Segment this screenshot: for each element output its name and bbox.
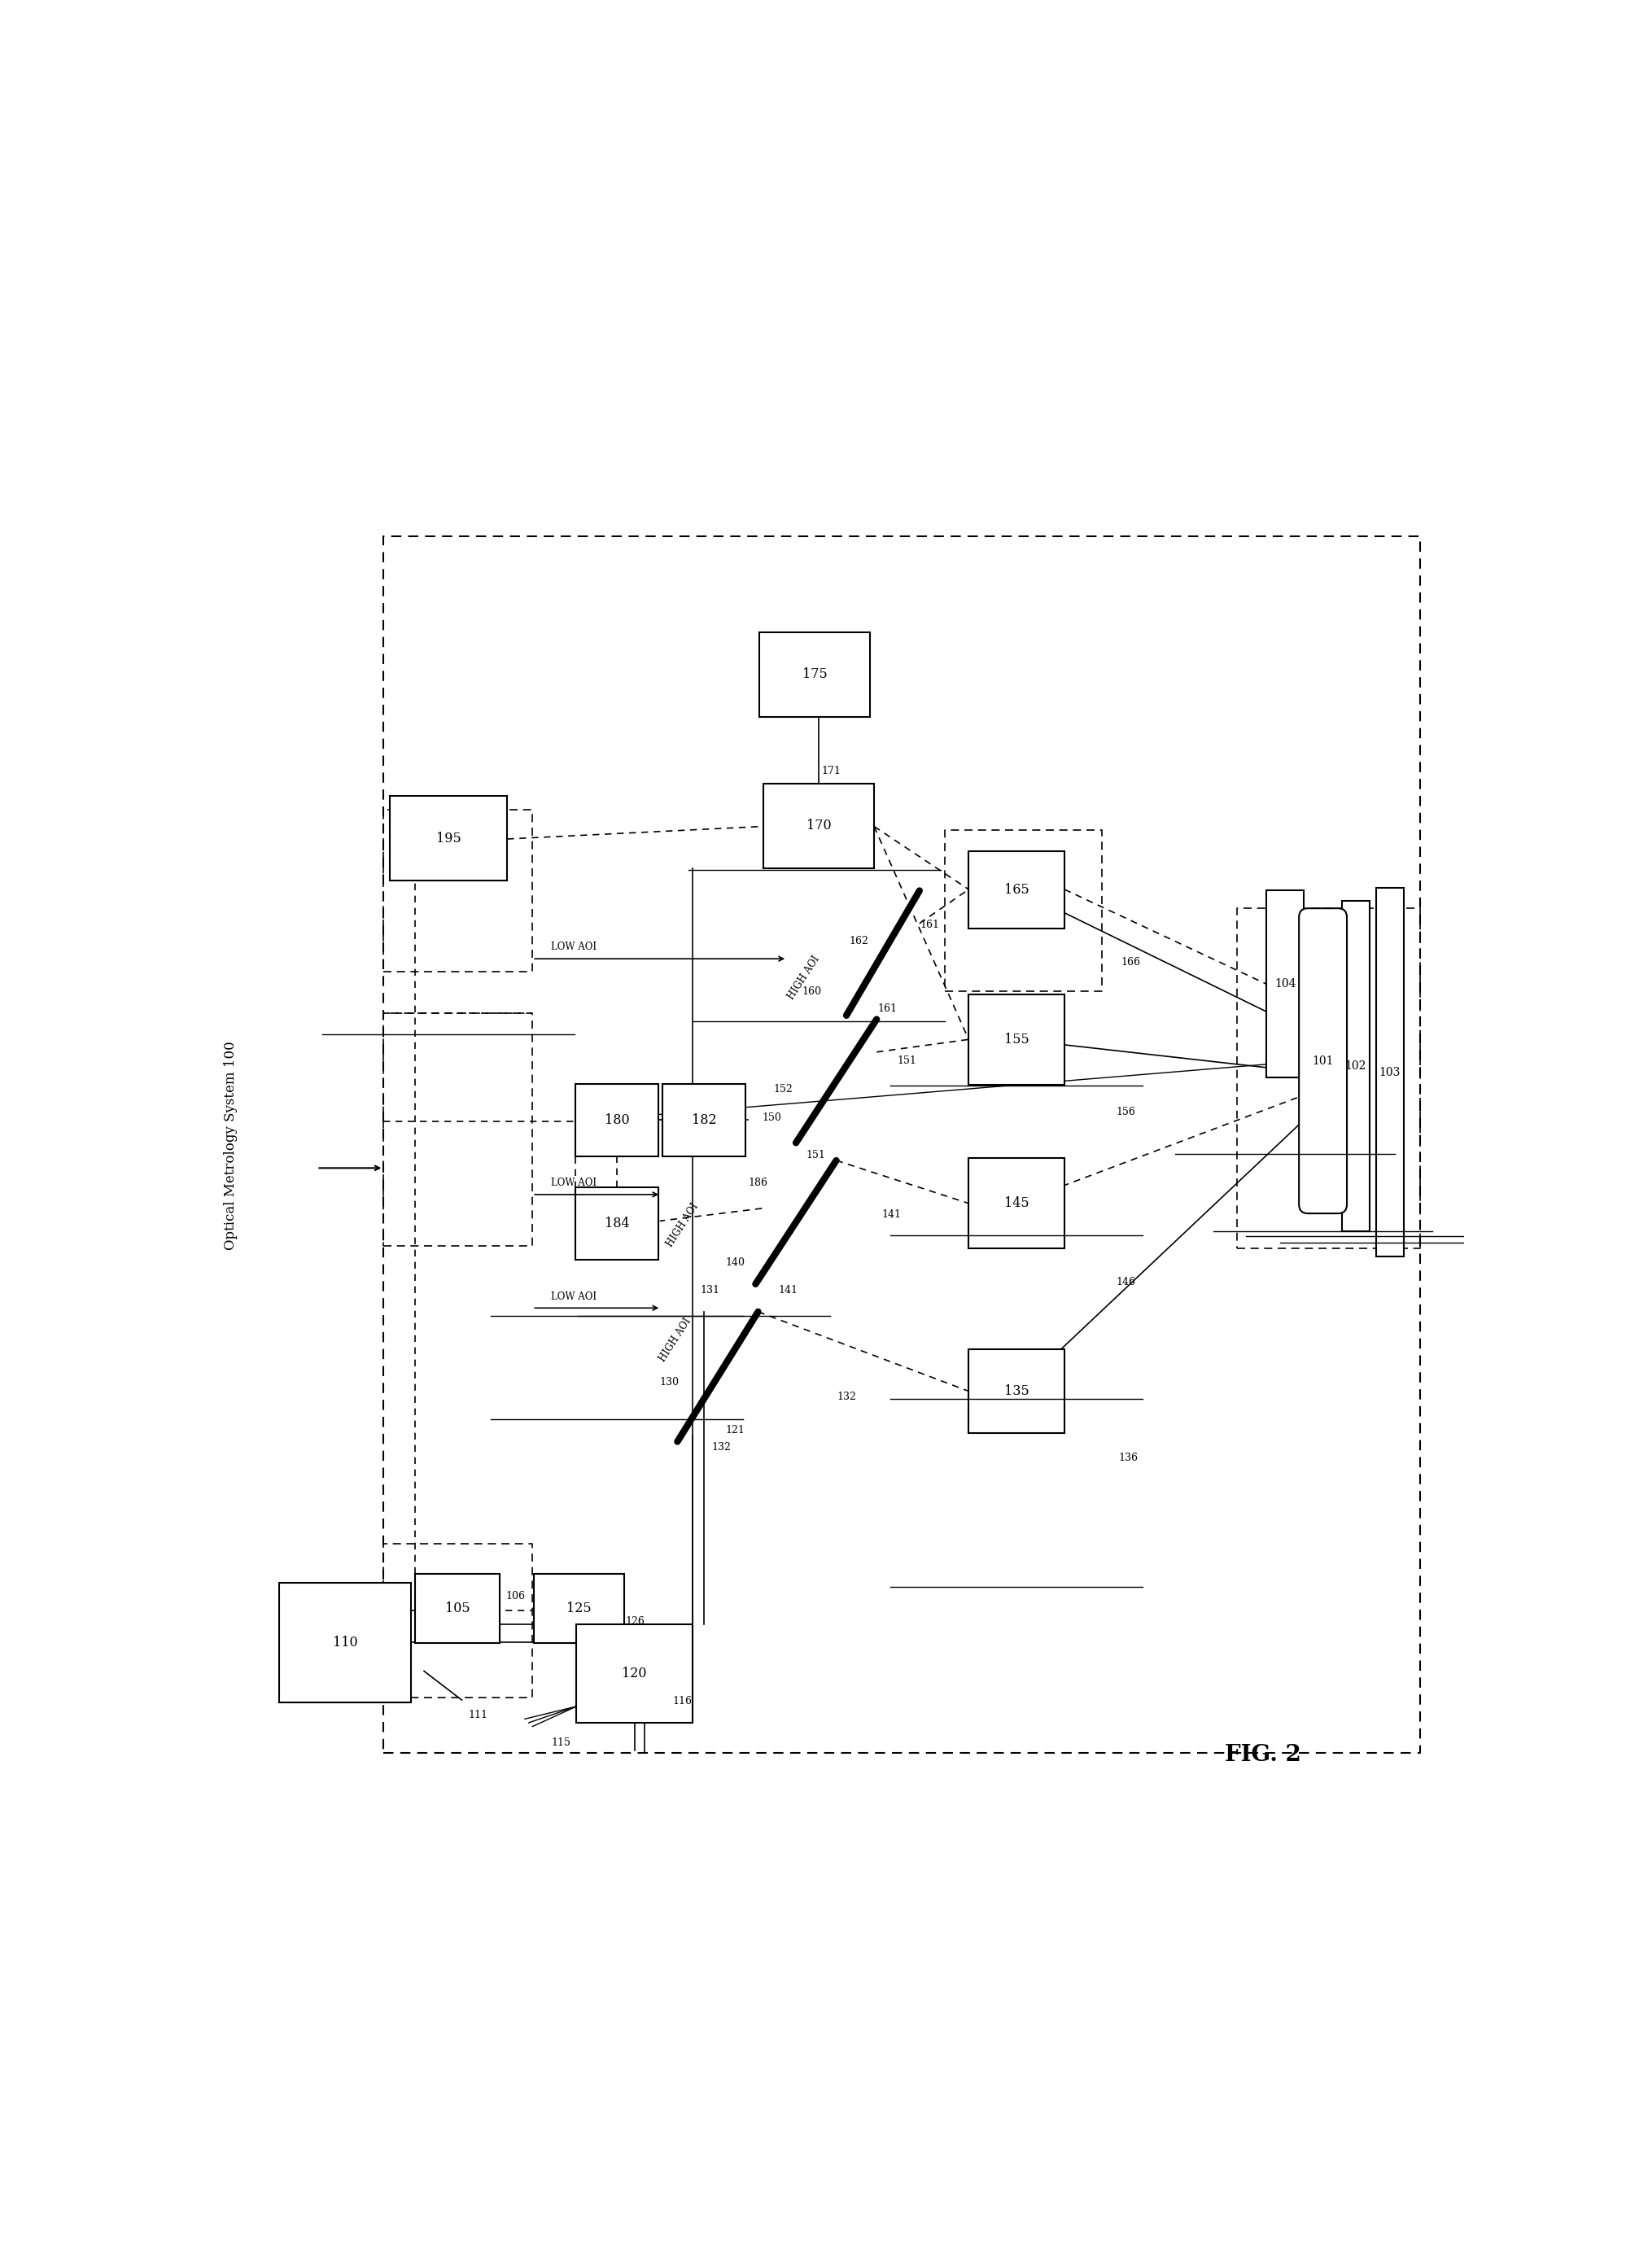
- Text: HIGH AOI: HIGH AOI: [657, 1315, 693, 1363]
- FancyBboxPatch shape: [1298, 907, 1346, 1213]
- Text: 104: 104: [1273, 978, 1296, 989]
- Text: 180: 180: [605, 1114, 629, 1127]
- Text: FIG. 2: FIG. 2: [1224, 1744, 1301, 1765]
- Text: 106: 106: [506, 1592, 525, 1601]
- Bar: [759, 633, 870, 717]
- Text: 166: 166: [1120, 957, 1140, 968]
- Text: LOW AOI: LOW AOI: [551, 1290, 597, 1302]
- Text: 131: 131: [699, 1284, 719, 1295]
- Text: 186: 186: [748, 1177, 767, 1188]
- Text: 160: 160: [802, 987, 821, 996]
- Text: 103: 103: [1379, 1066, 1400, 1077]
- Text: 161: 161: [878, 1005, 898, 1014]
- Text: 120: 120: [621, 1667, 647, 1681]
- Text: 136: 136: [1119, 1452, 1138, 1463]
- Bar: [1376, 889, 1403, 1256]
- Bar: [576, 1624, 693, 1724]
- Bar: [967, 1159, 1063, 1250]
- Text: 132: 132: [711, 1442, 730, 1454]
- Bar: [415, 1574, 499, 1644]
- Text: 132: 132: [836, 1393, 855, 1402]
- Text: 140: 140: [725, 1256, 745, 1268]
- Text: 125: 125: [566, 1601, 592, 1615]
- Bar: [576, 1186, 659, 1261]
- Bar: [1341, 900, 1369, 1232]
- Bar: [662, 1084, 745, 1157]
- Text: 162: 162: [849, 937, 868, 946]
- Text: 145: 145: [1003, 1198, 1029, 1211]
- Text: LOW AOI: LOW AOI: [551, 1177, 597, 1188]
- Text: 146: 146: [1115, 1277, 1135, 1288]
- Bar: [390, 796, 507, 880]
- Bar: [763, 782, 873, 869]
- Text: 101: 101: [1312, 1055, 1333, 1066]
- Bar: [1265, 891, 1304, 1077]
- Text: 116: 116: [672, 1696, 691, 1706]
- Text: 141: 141: [881, 1209, 901, 1220]
- Text: 102: 102: [1345, 1059, 1366, 1070]
- Text: 184: 184: [605, 1216, 629, 1232]
- Text: 110: 110: [333, 1635, 358, 1649]
- Text: LOW AOI: LOW AOI: [551, 941, 597, 953]
- Text: 105: 105: [446, 1601, 470, 1615]
- Text: 130: 130: [660, 1377, 680, 1388]
- Text: 165: 165: [1003, 882, 1029, 896]
- Text: 152: 152: [772, 1084, 792, 1095]
- Text: 150: 150: [761, 1111, 780, 1123]
- Text: 195: 195: [436, 832, 460, 846]
- Text: HIGH AOI: HIGH AOI: [785, 955, 821, 1002]
- Text: 121: 121: [725, 1424, 745, 1436]
- Bar: [967, 993, 1063, 1084]
- Bar: [576, 1084, 659, 1157]
- Text: 182: 182: [691, 1114, 715, 1127]
- Text: 151: 151: [896, 1055, 915, 1066]
- Text: 115: 115: [551, 1737, 571, 1749]
- Text: 135: 135: [1003, 1383, 1029, 1397]
- Text: Optical Metrology System 100: Optical Metrology System 100: [224, 1041, 237, 1250]
- Bar: [967, 850, 1063, 928]
- Text: 155: 155: [1003, 1032, 1029, 1046]
- Text: HIGH AOI: HIGH AOI: [665, 1202, 701, 1250]
- Text: 141: 141: [777, 1284, 797, 1295]
- Text: 151: 151: [805, 1150, 824, 1161]
- Text: 170: 170: [806, 819, 831, 832]
- Text: 175: 175: [802, 667, 828, 680]
- Bar: [533, 1574, 624, 1644]
- Text: 161: 161: [920, 919, 940, 930]
- Text: 156: 156: [1115, 1107, 1135, 1118]
- Bar: [280, 1583, 411, 1703]
- Text: 126: 126: [626, 1617, 646, 1626]
- Bar: [967, 1349, 1063, 1433]
- Text: 111: 111: [468, 1710, 488, 1719]
- Text: 171: 171: [821, 764, 841, 776]
